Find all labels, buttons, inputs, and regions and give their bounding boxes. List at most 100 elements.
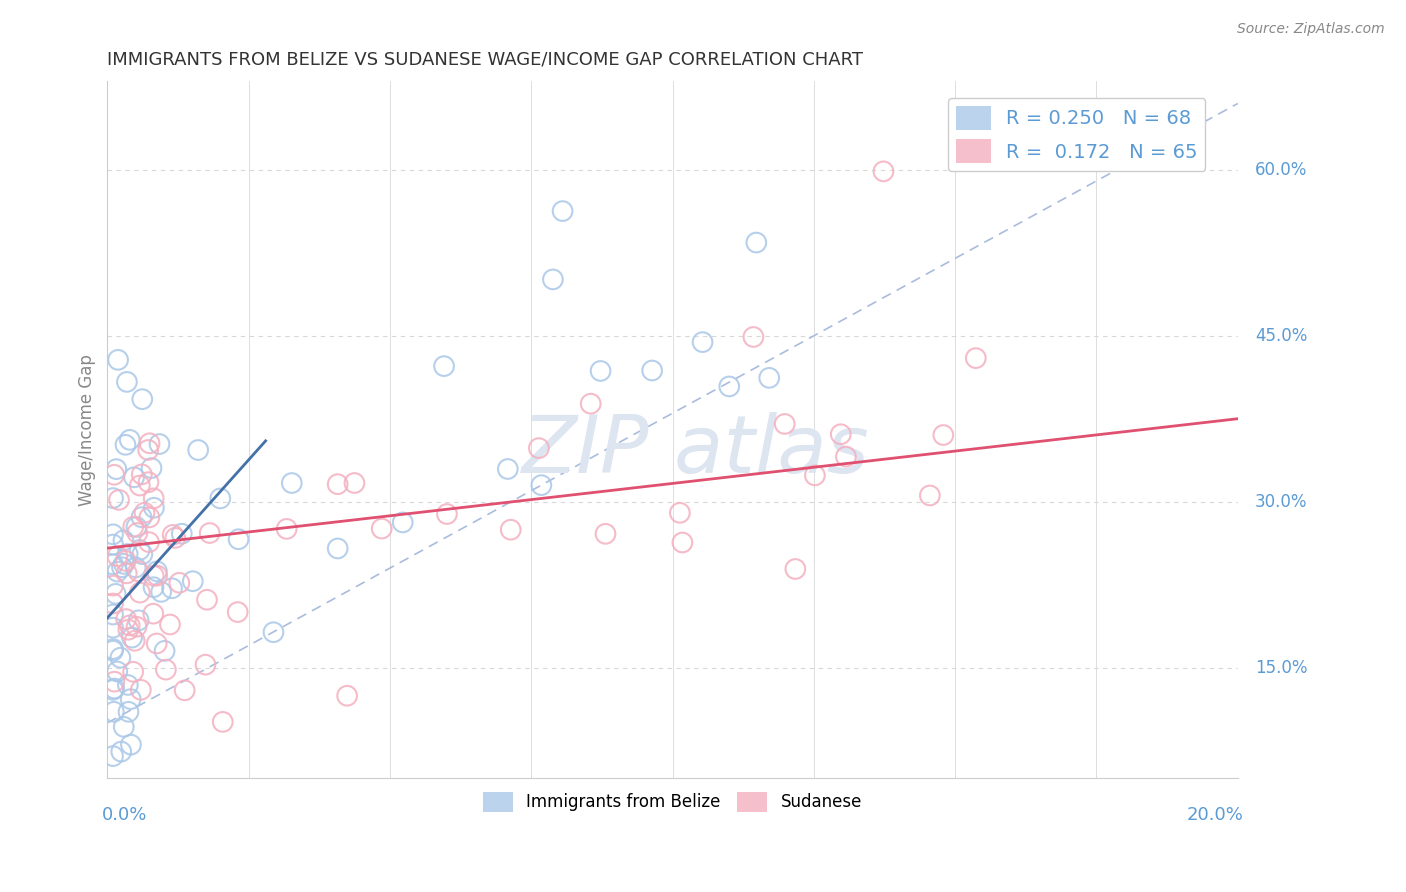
Point [211,714,233,729]
Point [145,636,167,650]
Point [162,528,184,542]
Point [276,522,298,536]
Point [742,330,765,344]
Text: 15.0%: 15.0% [1254,658,1308,677]
Point [499,523,522,537]
Point [433,359,456,373]
Point [131,547,153,561]
Point [194,657,217,672]
Point [153,644,176,658]
Point [115,566,138,581]
Point [155,663,177,677]
Point [918,488,941,502]
Point [103,467,125,482]
Point [110,650,132,665]
Point [101,527,124,541]
Point [138,475,160,490]
Point [804,468,827,483]
Point [187,442,209,457]
Point [835,450,858,464]
Point [579,397,602,411]
Point [101,537,124,551]
Point [101,597,124,611]
Text: ZIP atlas: ZIP atlas [522,412,869,490]
Point [112,557,135,571]
Point [541,272,564,286]
Point [965,351,987,365]
Point [112,720,135,734]
Point [131,392,153,407]
Point [101,579,124,593]
Point [122,665,145,679]
Point [118,618,141,632]
Point [281,476,304,491]
Point [115,375,138,389]
Text: 60.0%: 60.0% [1254,161,1308,178]
Point [173,683,195,698]
Point [551,204,574,219]
Point [141,461,163,475]
Text: IMMIGRANTS FROM BELIZE VS SUDANESE WAGE/INCOME GAP CORRELATION CHART: IMMIGRANTS FROM BELIZE VS SUDANESE WAGE/… [107,51,863,69]
Point [114,438,136,452]
Point [103,705,125,719]
Point [120,692,142,706]
Point [115,554,138,568]
Point [122,520,145,534]
Point [181,574,204,589]
Point [370,522,392,536]
Point [115,612,138,626]
Point [170,526,193,541]
Point [101,491,124,505]
Point [117,678,139,692]
Point [198,526,221,541]
Point [131,510,153,524]
Point [127,565,149,579]
Text: Source: ZipAtlas.com: Source: ZipAtlas.com [1237,22,1385,37]
Point [118,433,141,447]
Point [595,526,617,541]
Point [326,541,349,556]
Point [125,520,148,534]
Point [112,533,135,548]
Point [105,549,128,564]
Point [343,475,366,490]
Text: 0.0%: 0.0% [101,805,148,824]
Point [496,462,519,476]
Point [263,625,285,640]
Point [101,621,124,635]
Point [669,506,692,520]
Point [530,478,553,492]
Point [142,607,165,621]
Point [124,633,146,648]
Point [226,605,249,619]
Point [148,437,170,451]
Point [134,506,156,520]
Text: 20.0%: 20.0% [1187,805,1243,824]
Point [671,535,693,549]
Point [125,620,148,634]
Point [142,500,165,515]
Point [142,491,165,506]
Point [932,428,955,442]
Point [128,543,150,558]
Point [104,587,127,601]
Point [169,575,191,590]
Point [129,682,152,697]
Point [160,581,183,595]
Point [391,516,413,530]
Y-axis label: Wage/Income Gap: Wage/Income Gap [79,354,96,506]
Point [326,477,349,491]
Point [120,738,142,752]
Point [136,442,159,457]
Point [131,467,153,482]
Point [101,607,124,622]
Point [527,441,550,455]
Point [872,164,894,178]
Point [117,547,139,561]
Point [785,562,807,576]
Point [117,623,139,637]
Point [110,745,132,759]
Point [336,689,359,703]
Point [108,492,131,507]
Point [830,427,852,442]
